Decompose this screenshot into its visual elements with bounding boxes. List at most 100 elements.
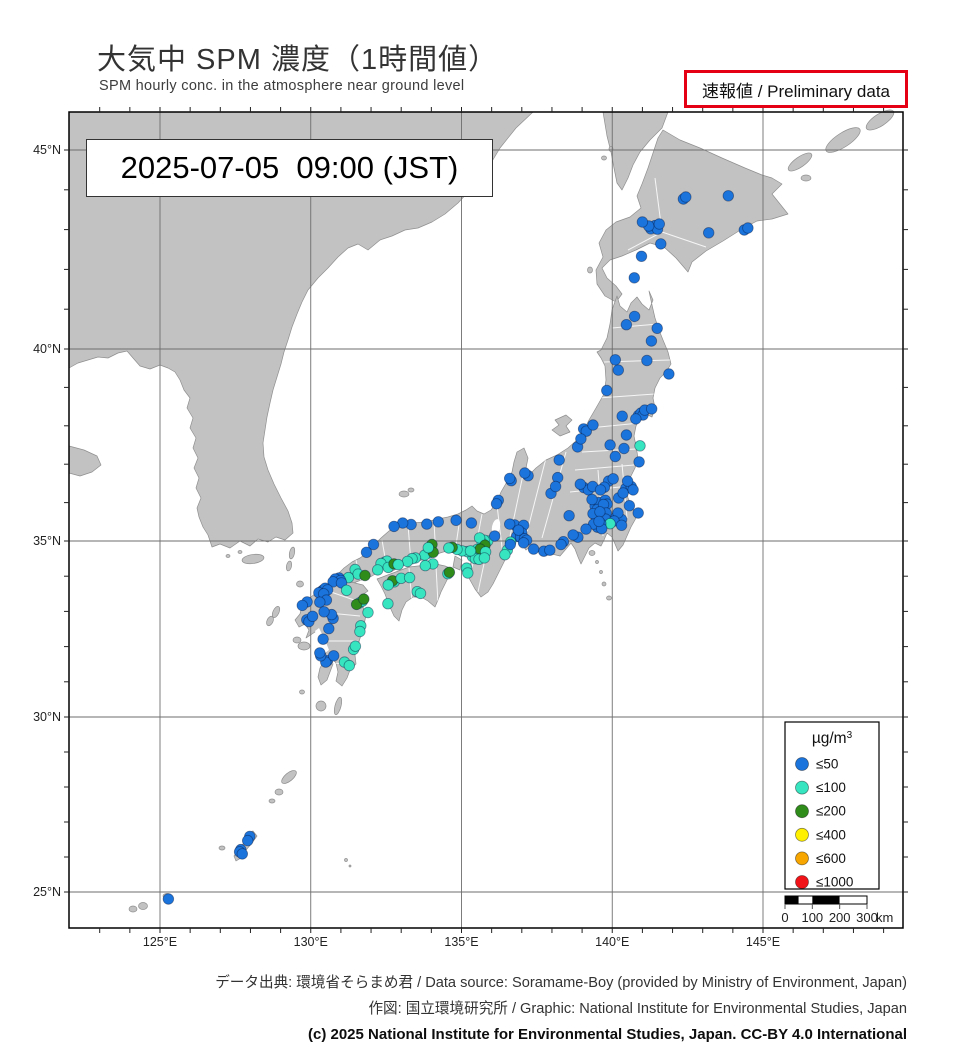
station-dot <box>462 567 474 579</box>
station-dot <box>349 640 362 652</box>
prefecture-border <box>330 591 358 602</box>
station-dot <box>489 530 501 542</box>
landmass-iki <box>296 580 304 588</box>
lat-label: 45°N <box>33 143 61 157</box>
legend-title: µg/m3 <box>812 730 853 747</box>
landmass-amakusa-2 <box>292 636 302 644</box>
station-dot <box>567 529 579 541</box>
timestamp-text: 2025-07-05 09:00 (JST) <box>120 150 459 185</box>
station-dot <box>162 893 175 905</box>
station-dot <box>742 222 754 234</box>
landmass-hokkaido <box>595 129 789 303</box>
landmass-hachijo <box>606 595 612 601</box>
prefecture-border <box>661 231 707 248</box>
landmass-oki-1 <box>398 490 410 498</box>
station-dot <box>555 538 567 551</box>
scalebar-segment <box>798 896 813 904</box>
station-dot <box>620 429 633 441</box>
landmass-izu-3 <box>599 570 603 574</box>
landmass-iriomote <box>128 905 138 913</box>
lon-label: 140°E <box>595 935 629 949</box>
landmass-okushiri <box>587 266 593 274</box>
station-dot <box>587 419 599 431</box>
station-dot <box>490 498 503 510</box>
station-dot <box>621 475 634 487</box>
station-dot <box>527 543 540 555</box>
landmass-jeju <box>241 553 265 565</box>
station-dot <box>358 593 370 605</box>
station-dot <box>653 218 666 230</box>
station-dot <box>609 450 622 463</box>
legend-dot <box>795 851 809 866</box>
station-dot <box>473 532 486 544</box>
landmass-daito-2 <box>348 864 352 868</box>
legend-item-label: ≤600 <box>816 851 846 866</box>
prefecture-border <box>523 457 547 545</box>
landmass-yakushima <box>315 700 327 712</box>
station-dot <box>623 500 636 512</box>
landmass-koshiki <box>299 689 305 695</box>
station-dot <box>549 480 562 493</box>
station-dot <box>362 606 374 619</box>
landmass-shandong <box>68 445 102 477</box>
station-dot <box>593 515 605 528</box>
station-dot <box>580 523 592 535</box>
legend-dot <box>795 827 809 842</box>
station-dot <box>601 384 613 397</box>
station-dot <box>612 364 625 376</box>
footer-graphic-credit: 作図: 国立環境研究所 / Graphic: National Institut… <box>368 1001 907 1017</box>
footer-copyright: (c) 2025 National Institute for Environm… <box>307 1026 907 1043</box>
station-dot <box>236 848 249 860</box>
station-dot <box>594 506 606 518</box>
station-dot <box>382 598 394 610</box>
legend-dot <box>795 804 809 819</box>
station-dot <box>517 537 530 549</box>
station-dot <box>616 410 628 422</box>
station-dot <box>575 433 587 445</box>
station-dot <box>512 524 525 536</box>
station-dot <box>655 238 667 250</box>
station-dot <box>586 493 598 506</box>
landmass-kuril-4 <box>800 174 812 182</box>
landmass-amami <box>281 770 297 784</box>
station-dot <box>630 413 642 425</box>
landmass-ishigaki <box>138 902 148 910</box>
station-dot <box>618 442 630 455</box>
station-dot <box>465 517 478 529</box>
station-dot <box>604 439 616 451</box>
landmass-goto-2 <box>266 615 274 627</box>
legend-dot <box>795 780 809 795</box>
station-dot <box>628 310 641 323</box>
legend-dot <box>795 875 809 889</box>
station-dot <box>651 322 663 335</box>
scalebar-segment <box>785 896 799 904</box>
prefecture-border <box>627 231 663 251</box>
timestamp-box: 2025-07-05 09:00 (JST) <box>86 139 493 197</box>
landmass-amakusa-1 <box>297 641 311 651</box>
station-dot <box>422 542 435 554</box>
station-dot <box>382 579 394 591</box>
landmass-continent <box>68 111 534 549</box>
station-dots-layer <box>162 190 754 905</box>
station-dot <box>314 647 326 659</box>
lon-label: 125°E <box>143 935 177 949</box>
station-dot <box>354 625 366 638</box>
station-dot <box>343 659 356 672</box>
station-dot <box>580 425 593 437</box>
station-dot <box>443 542 455 554</box>
station-dot <box>632 507 644 519</box>
legend-item-label: ≤400 <box>816 827 846 842</box>
landmass-tsushima-1 <box>288 546 296 560</box>
station-dot <box>499 549 511 561</box>
landmass-oki-2 <box>407 487 415 493</box>
lon-label: 135°E <box>444 935 478 949</box>
station-dot <box>663 368 675 380</box>
landmass-tokunoshima <box>274 788 284 796</box>
station-dot <box>646 403 658 415</box>
legend-item-label: ≤50 <box>816 757 838 772</box>
legend: µg/m3 ≤50 ≤100 ≤200 ≤400 ≤600 ≤1000 <box>784 721 880 890</box>
prefecture-border <box>435 565 439 605</box>
station-dot <box>318 606 330 618</box>
station-dot <box>360 546 373 559</box>
